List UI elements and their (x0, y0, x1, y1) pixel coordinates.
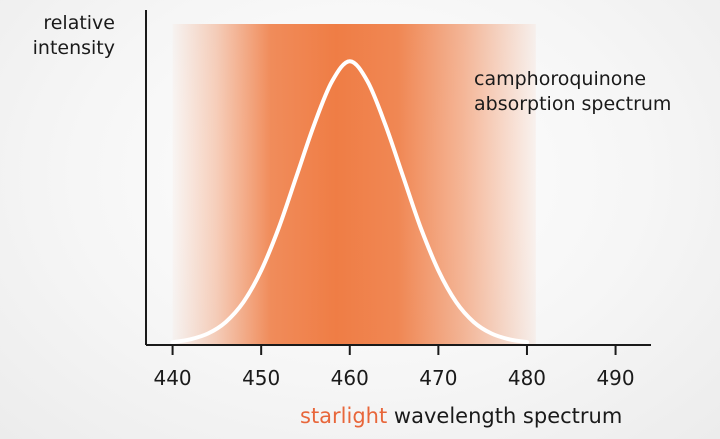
series-annotation: camphoroquinone absorption spectrum (474, 67, 671, 117)
starlight-band (172, 24, 536, 345)
y-axis-label: relative intensity (10, 11, 115, 61)
annotation-line-2: absorption spectrum (474, 93, 672, 115)
annotation-line-1: camphoroquinone (474, 68, 647, 90)
x-axis-label: starlight wavelength spectrum (300, 404, 622, 428)
y-axis-label-line-1: relative (43, 12, 115, 34)
x-tick-label-450: 450 (242, 366, 280, 390)
x-tick-label-460: 460 (331, 366, 369, 390)
x-axis-label-rest: wavelength spectrum (393, 404, 623, 428)
x-tick-label-480: 480 (508, 366, 546, 390)
y-axis-label-line-2: intensity (32, 37, 115, 59)
x-tick-label-470: 470 (419, 366, 457, 390)
x-axis-label-accent: starlight (300, 404, 388, 428)
x-tick-label-440: 440 (153, 366, 191, 390)
absorption-curve (170, 59, 529, 345)
x-tick-label-490: 490 (596, 366, 634, 390)
